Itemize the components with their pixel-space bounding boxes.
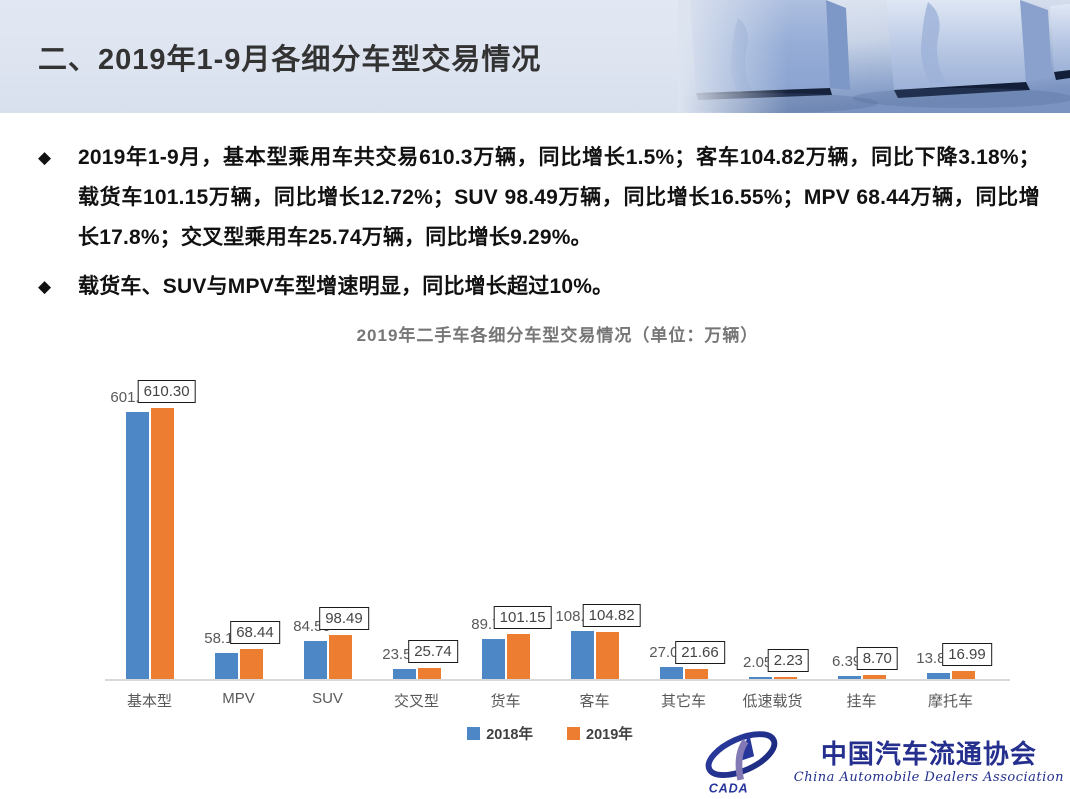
bar-2018年-基本型: 601.28 bbox=[110, 389, 156, 679]
data-label-2019年-摩托车: 16.99 bbox=[942, 643, 992, 666]
bar-2019年-MPV: 68.44 bbox=[230, 621, 280, 679]
bar-2018年-交叉型: 23.56 bbox=[382, 646, 420, 679]
bar-2019年-交叉型: 25.74 bbox=[408, 640, 458, 679]
data-label-2019年-基本型: 610.30 bbox=[137, 380, 196, 403]
bar-2018年-货车: 89.74 bbox=[471, 616, 509, 679]
data-label-2019年-低速载货: 2.23 bbox=[767, 649, 809, 672]
x-axis-label-基本型: 基本型 bbox=[126, 693, 172, 710]
bar-2018年-客车: 108.26 bbox=[555, 608, 601, 679]
page-title: 二、2019年1-9月各细分车型交易情况 bbox=[38, 43, 542, 76]
data-label-2019年-其它车: 21.66 bbox=[675, 641, 725, 664]
legend-item-2018年: 2018年 bbox=[467, 723, 533, 744]
bullet-item: ◆ 2019年1-9月，基本型乘用车共交易610.3万辆，同比增长1.5%；客车… bbox=[38, 138, 1040, 258]
x-axis-line bbox=[105, 679, 1010, 681]
bullet-item: ◆ 载货车、SUV与MPV车型增速明显，同比增长超过10%。 bbox=[38, 267, 1040, 307]
data-label-2019年-货车: 101.15 bbox=[493, 606, 552, 629]
bullet-text: 载货车、SUV与MPV车型增速明显，同比增长超过10%。 bbox=[78, 275, 614, 298]
cada-logo: CADA 中国汽车流通协会 China Automobile Dealers A… bbox=[702, 731, 1064, 795]
bar-2019年-SUV: 98.49 bbox=[319, 607, 369, 679]
data-label-2018年-低速载货: 2.05 bbox=[743, 654, 773, 671]
chart-column: 27.01 21.66 bbox=[639, 379, 728, 679]
legend-swatch-icon bbox=[567, 727, 580, 740]
x-axis-label-SUV: SUV bbox=[312, 690, 343, 707]
data-label-2018年-挂车: 6.39 bbox=[832, 653, 862, 670]
x-axis-labels: 基本型 MPV SUV 交叉型 货车 客车 其它车 低速载货 挂车 摩托车 bbox=[105, 681, 995, 711]
cada-logo-text: 中国汽车流通协会 China Automobile Dealers Associ… bbox=[794, 739, 1064, 787]
chart-column: 601.28 610.30 bbox=[105, 379, 196, 679]
x-axis-label-低速载货: 低速载货 bbox=[742, 693, 803, 710]
bar-2018年-SUV: 84.50 bbox=[293, 618, 331, 679]
chart-column: 23.56 25.74 bbox=[372, 379, 461, 679]
x-axis-label-摩托车: 摩托车 bbox=[927, 693, 973, 710]
header-banner: 二、2019年1-9月各细分车型交易情况 bbox=[0, 0, 1070, 113]
bar-2019年-基本型: 610.30 bbox=[137, 380, 196, 679]
data-label-2019年-客车: 104.82 bbox=[582, 604, 641, 627]
legend-label: 2019年 bbox=[586, 727, 633, 743]
diamond-bullet-icon: ◆ bbox=[38, 148, 52, 167]
data-label-2019年-挂车: 8.70 bbox=[856, 647, 898, 670]
x-axis-label-客车: 客车 bbox=[579, 693, 610, 710]
bullet-text: 2019年1-9月，基本型乘用车共交易610.3万辆，同比增长1.5%；客车10… bbox=[78, 146, 1040, 249]
chart-legend: 2018年 2019年 bbox=[105, 723, 995, 744]
cada-name-cn: 中国汽车流通协会 bbox=[820, 739, 1037, 769]
bar-2018年-摩托车: 13.84 bbox=[916, 650, 954, 679]
cada-emblem-icon: CADA bbox=[705, 731, 778, 795]
bar-2018年-低速载货: 2.05 bbox=[743, 654, 772, 679]
bar-2018年-其它车: 27.01 bbox=[649, 644, 687, 679]
bar-2019年-客车: 104.82 bbox=[582, 604, 641, 679]
data-label-2019年-MPV: 68.44 bbox=[230, 621, 280, 644]
chart-column: 6.39 8.70 bbox=[817, 379, 906, 679]
legend-label: 2018年 bbox=[486, 727, 533, 743]
legend-swatch-icon bbox=[467, 727, 481, 740]
bar-2019年-摩托车: 16.99 bbox=[942, 643, 992, 679]
bar-2019年-货车: 101.15 bbox=[493, 606, 552, 679]
x-axis-label-MPV: MPV bbox=[222, 690, 255, 707]
x-axis-label-货车: 货车 bbox=[490, 693, 521, 710]
data-label-2019年-交叉型: 25.74 bbox=[408, 640, 458, 663]
svg-text:CADA: CADA bbox=[708, 781, 748, 795]
x-axis-label-交叉型: 交叉型 bbox=[393, 693, 439, 710]
legend-item-2019年: 2019年 bbox=[567, 723, 633, 744]
chart-plot-columns: 601.28 610.30 58.10 68.44 84.50 98.49 23.56 25.… bbox=[105, 379, 995, 679]
chart-title: 2019年二手车各细分车型交易情况（单位：万辆） bbox=[356, 326, 759, 345]
bar-2018年-MPV: 58.10 bbox=[204, 630, 242, 679]
diamond-bullet-icon: ◆ bbox=[38, 277, 52, 296]
chart-column: 108.26 104.82 bbox=[550, 379, 641, 679]
bullet-list: ◆ 2019年1-9月，基本型乘用车共交易610.3万辆，同比增长1.5%；客车… bbox=[38, 138, 1040, 316]
cada-name-en: China Automobile Dealers Association bbox=[793, 770, 1064, 785]
chart-column: 58.10 68.44 bbox=[194, 379, 283, 679]
data-label-2019年-SUV: 98.49 bbox=[319, 607, 369, 630]
cubes-decoration-image bbox=[678, 0, 1070, 113]
bar-2019年-挂车: 8.70 bbox=[856, 647, 898, 679]
x-axis-label-挂车: 挂车 bbox=[846, 693, 877, 710]
chart-column: 13.84 16.99 bbox=[906, 379, 995, 679]
bar-2018年-挂车: 6.39 bbox=[832, 653, 861, 679]
bar-2019年-其它车: 21.66 bbox=[675, 641, 725, 679]
chart-column: 89.74 101.15 bbox=[461, 379, 552, 679]
x-axis-label-其它车: 其它车 bbox=[660, 693, 706, 710]
chart-column: 84.50 98.49 bbox=[283, 379, 372, 679]
bar-chart: 2019年二手车各细分车型交易情况（单位：万辆） 601.28 610.30 58.… bbox=[105, 325, 1010, 744]
chart-column: 2.05 2.23 bbox=[728, 379, 817, 679]
bar-2019年-低速载货: 2.23 bbox=[767, 649, 809, 679]
